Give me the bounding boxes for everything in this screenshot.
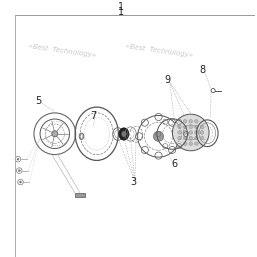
Circle shape (178, 125, 181, 129)
Circle shape (189, 125, 192, 129)
Ellipse shape (119, 128, 129, 140)
Circle shape (172, 114, 209, 151)
Text: 1: 1 (118, 2, 124, 12)
Circle shape (178, 131, 181, 134)
Circle shape (20, 181, 22, 183)
Text: «Best  Technology»: «Best Technology» (28, 43, 97, 59)
Circle shape (183, 131, 187, 134)
Circle shape (189, 120, 192, 123)
Circle shape (183, 120, 187, 123)
Circle shape (195, 120, 198, 123)
Text: 9: 9 (165, 75, 171, 85)
Text: 5: 5 (35, 96, 41, 106)
Circle shape (153, 131, 163, 141)
Circle shape (195, 125, 198, 129)
Bar (75, 193, 85, 197)
Circle shape (195, 142, 198, 145)
Ellipse shape (122, 131, 126, 137)
Circle shape (52, 131, 58, 137)
Circle shape (195, 131, 198, 134)
Text: 8: 8 (199, 65, 205, 75)
Text: 1: 1 (118, 7, 124, 17)
Text: «Best  Technology»: «Best Technology» (125, 43, 193, 59)
Circle shape (183, 142, 187, 145)
Circle shape (17, 158, 19, 160)
Circle shape (178, 136, 181, 140)
Circle shape (189, 131, 192, 134)
Circle shape (200, 131, 204, 134)
Circle shape (200, 136, 204, 140)
Circle shape (200, 125, 204, 129)
Circle shape (18, 170, 20, 172)
Circle shape (183, 125, 187, 129)
Circle shape (189, 136, 192, 140)
Text: 6: 6 (171, 159, 177, 169)
Circle shape (195, 136, 198, 140)
Circle shape (183, 136, 187, 140)
Circle shape (189, 142, 192, 145)
Text: 7: 7 (90, 111, 96, 121)
Text: 3: 3 (131, 177, 137, 187)
